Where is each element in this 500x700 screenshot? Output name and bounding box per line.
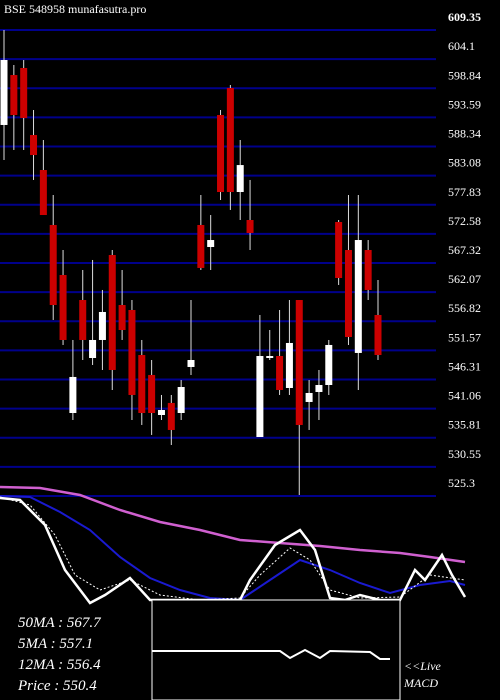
y-tick-label: 577.83	[448, 185, 481, 199]
candle-body	[374, 314, 382, 356]
candle-body	[226, 87, 234, 193]
y-tick-label: 588.34	[448, 126, 481, 140]
candle-body	[197, 224, 205, 268]
candle-body	[59, 275, 67, 340]
candle-body	[217, 114, 225, 193]
y-tick-label: 551.57	[448, 330, 481, 344]
candle-body	[128, 309, 136, 395]
y-tick-label: 562.07	[448, 272, 481, 286]
y-tick-label: 572.58	[448, 214, 481, 228]
macd-line	[152, 648, 390, 660]
candle-body	[335, 221, 343, 278]
y-tick-label: 593.59	[448, 97, 481, 111]
ma-line	[0, 496, 466, 601]
candle-body	[118, 304, 126, 331]
candle-body	[207, 240, 215, 248]
candle-body	[148, 374, 156, 414]
candle-body	[276, 356, 284, 390]
candle-body	[167, 402, 175, 430]
candle-body	[364, 249, 372, 290]
y-tick-label: 583.08	[448, 156, 481, 170]
y-tick-label: 525.3	[448, 476, 475, 490]
y-tick-label: 546.31	[448, 360, 481, 374]
chart-title: BSE 548958 munafasutra.pro	[4, 2, 146, 16]
y-tick-label: 604.1	[448, 39, 475, 53]
candle-body	[285, 342, 293, 388]
ma-line	[0, 495, 466, 602]
live-label: <<Live	[404, 659, 442, 673]
candle-body	[30, 135, 38, 156]
y-tick-label: 530.55	[448, 447, 481, 461]
candle-body	[315, 385, 323, 392]
candle-body	[177, 386, 185, 414]
candle-body	[89, 339, 97, 359]
macd-label: MACD	[403, 676, 438, 690]
candle-body	[187, 359, 195, 367]
candle-body	[0, 59, 8, 125]
candle-body	[256, 356, 264, 438]
candle-body	[98, 311, 106, 340]
y-tick-label: 609.35	[448, 10, 481, 24]
legend-text: 12MA : 556.4	[18, 657, 101, 673]
candle-body	[325, 344, 333, 386]
candle-body	[10, 75, 18, 115]
y-tick-label: 567.32	[448, 243, 481, 257]
legend-text: Price : 550.4	[17, 678, 97, 694]
candle-body	[236, 165, 244, 193]
candle-body	[266, 356, 274, 359]
candle-body	[344, 249, 352, 337]
legend-text: 5MA : 557.1	[18, 636, 93, 652]
candle-body	[39, 169, 47, 216]
candle-body	[305, 392, 313, 402]
ma-line	[0, 485, 466, 564]
y-tick-label: 598.84	[448, 68, 481, 82]
price-line	[0, 496, 467, 605]
candle-body	[246, 220, 254, 233]
y-tick-label: 556.82	[448, 301, 481, 315]
candle-body	[157, 410, 165, 415]
candle-body	[138, 355, 146, 414]
candle-body	[79, 300, 87, 340]
candle-body	[295, 300, 303, 425]
candle-body	[49, 224, 57, 305]
y-tick-label: 535.81	[448, 418, 481, 432]
candle-body	[354, 240, 362, 353]
y-tick-label: 541.06	[448, 389, 481, 403]
candle-body	[20, 67, 28, 118]
candle-body	[69, 376, 77, 414]
legend-text: 50MA : 567.7	[18, 615, 102, 631]
candle-body	[108, 254, 116, 370]
